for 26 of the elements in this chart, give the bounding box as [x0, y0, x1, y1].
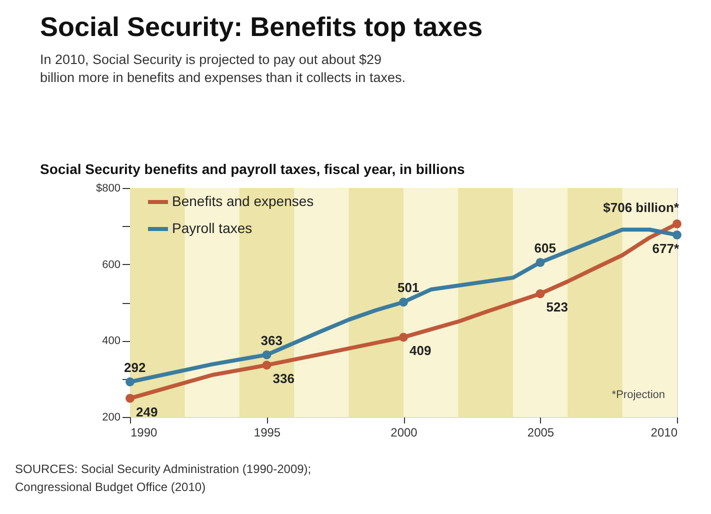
y-tick-label: $800: [96, 182, 120, 194]
data-label: 523: [546, 300, 568, 315]
data-label: 501: [398, 280, 420, 296]
x-tick-label: 2005: [527, 426, 554, 440]
y-axis-title: Social Security benefits and payroll taxes, fiscal year, in billions: [40, 161, 466, 177]
y-tick-label: 400: [102, 335, 120, 348]
data-label: $706 billion*: [603, 200, 680, 215]
data-label: 249: [136, 404, 158, 420]
annotation: *Projection: [612, 389, 665, 401]
x-tick-label: 2010: [650, 426, 678, 440]
data-label: 363: [260, 332, 282, 348]
y-tick-label: 200: [102, 412, 120, 424]
y-tick-label: 600: [102, 258, 120, 271]
x-tick-label: 2000: [390, 426, 418, 440]
chart-subtitle: In 2010, Social Security is projected to pay out about $29 billion more in benefits and expenses than it collects in taxes.: [40, 52, 406, 85]
data-label: 336: [272, 371, 294, 386]
source-note: SOURCES: Social Security Administration (1990-2009); Congressional Budget Office (2010): [15, 462, 312, 494]
data-label: 605: [534, 240, 556, 256]
data-label: 677*: [652, 240, 680, 256]
data-label: 292: [124, 360, 146, 375]
chart-title: Social Security: Benefits top taxes: [40, 12, 483, 42]
data-label: 409: [410, 343, 432, 358]
legend-label: Benefits and expenses: [172, 193, 314, 209]
legend-label: Payroll taxes: [172, 220, 252, 236]
x-tick-label: 1990: [130, 426, 158, 440]
x-tick-label: 1995: [254, 426, 281, 440]
